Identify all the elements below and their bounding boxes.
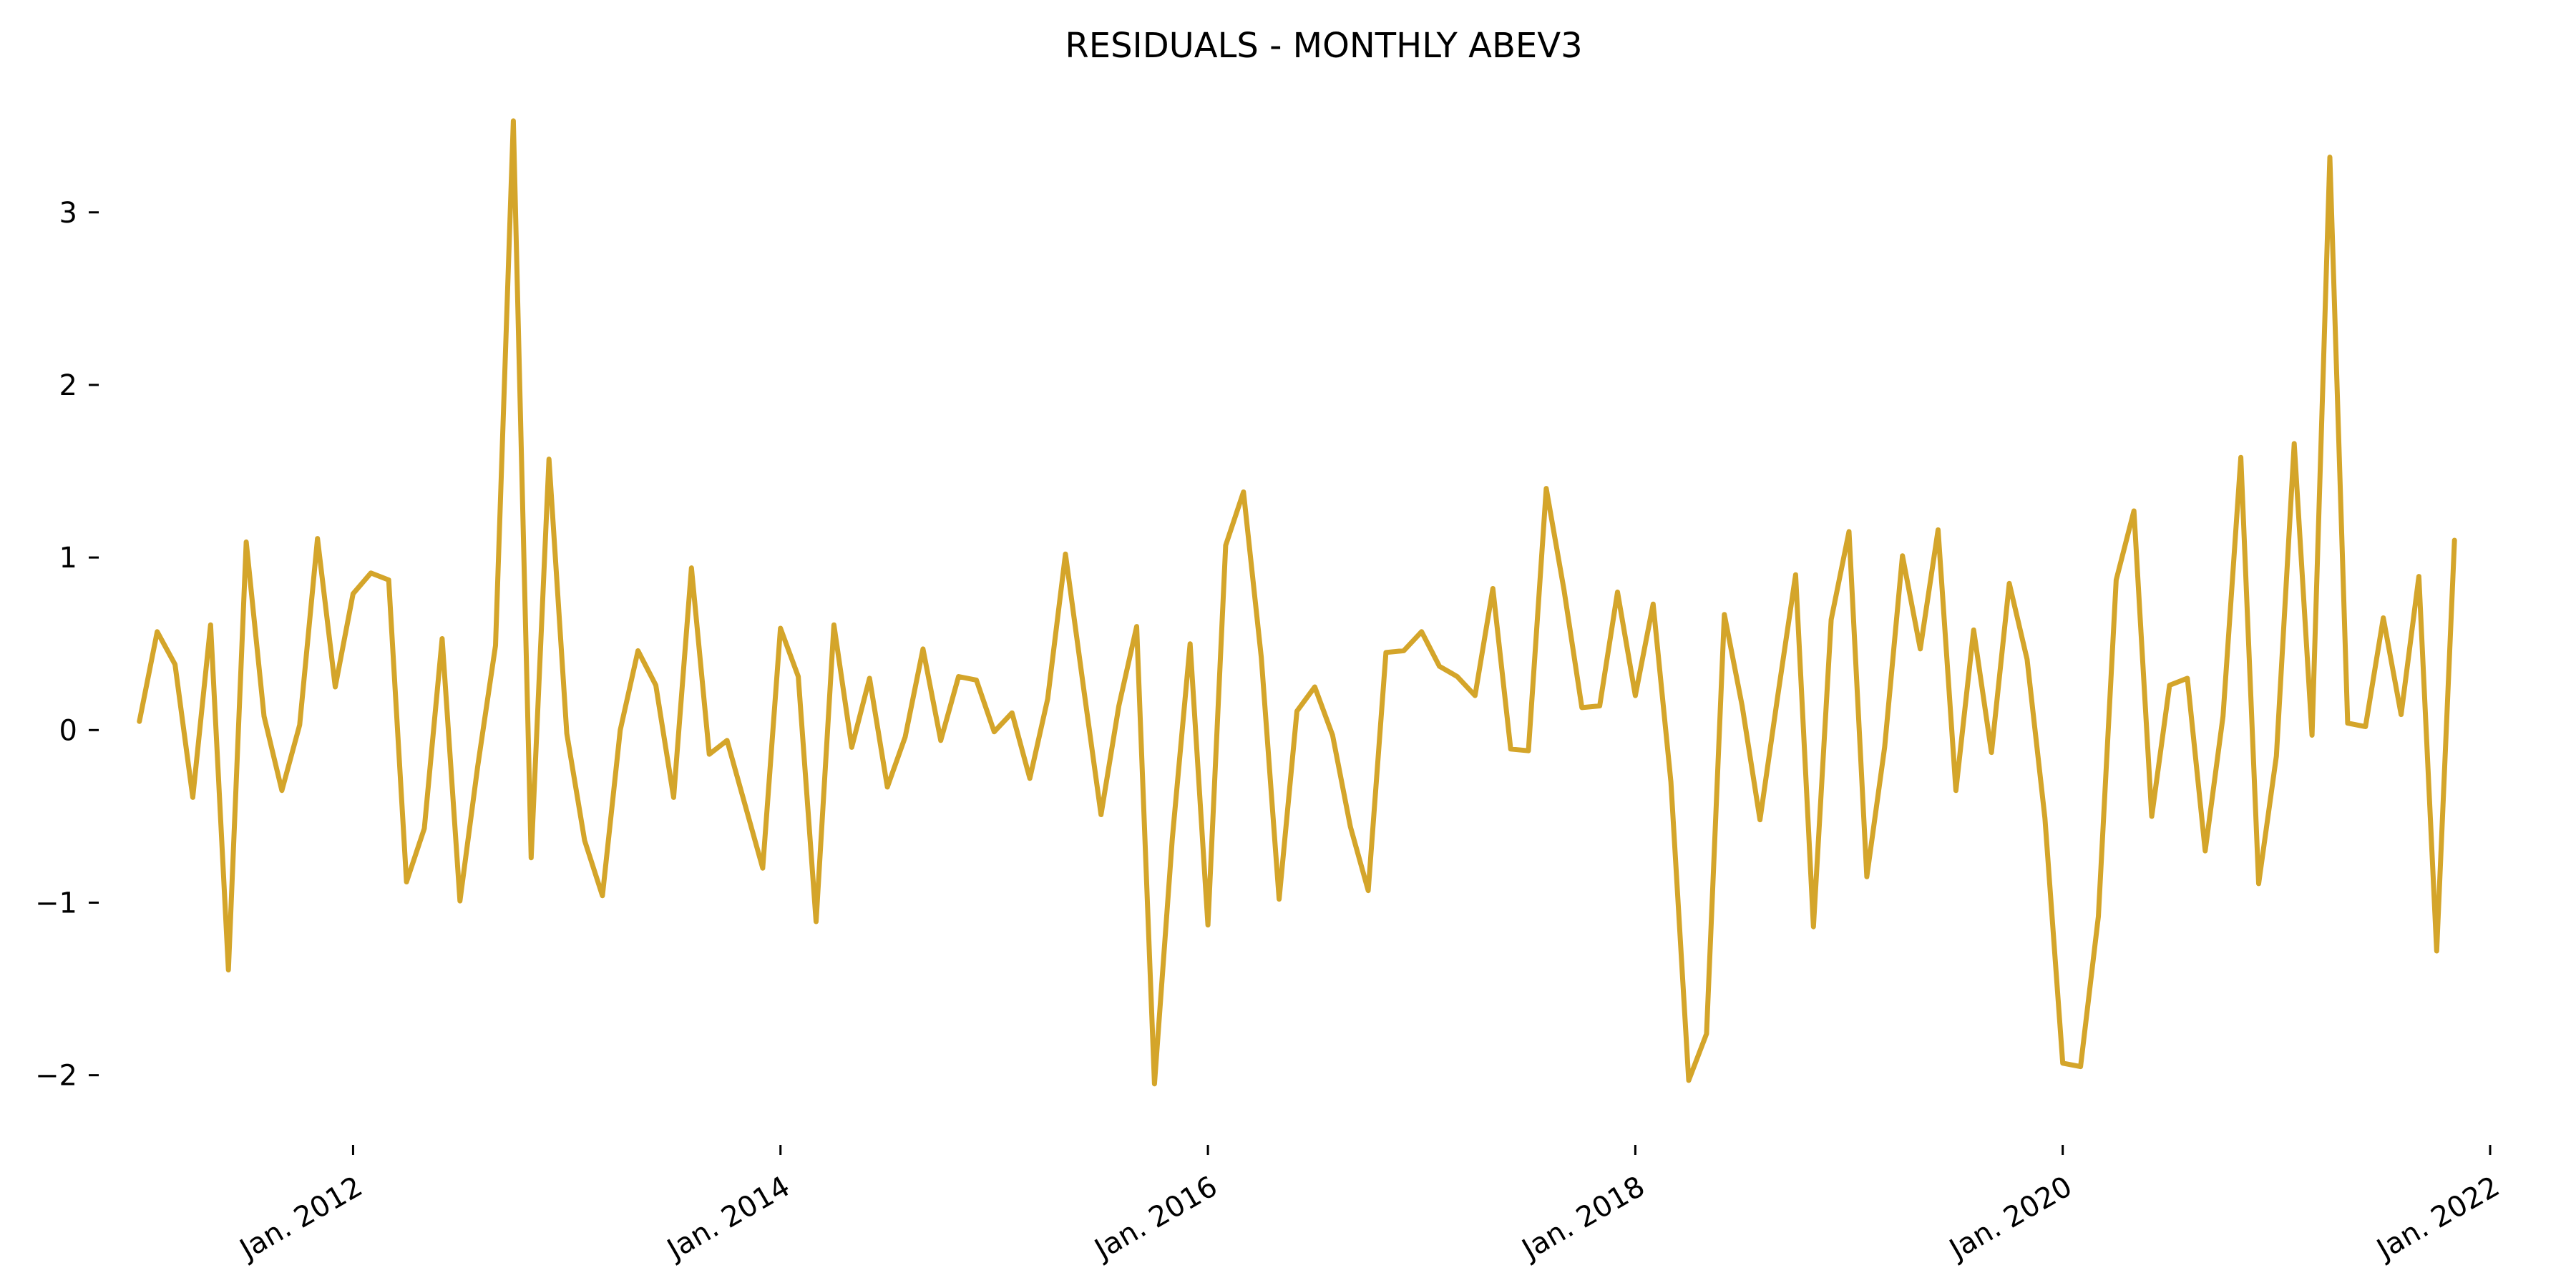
y-tick-label: 3 [59,197,77,230]
y-tick-label: −2 [35,1060,77,1093]
x-tick-label: Jan. 2014 [660,1170,796,1267]
chart-title: RESIDUALS - MONTHLY ABEV3 [1065,26,1582,66]
x-tick-label: Jan. 2016 [1088,1170,1223,1267]
y-tick-label: 0 [59,714,77,747]
x-tick-label: Jan. 2022 [2370,1170,2505,1267]
x-tick-label: Jan. 2012 [233,1170,368,1267]
series-line [137,118,2457,1087]
y-tick-label: 1 [59,542,77,575]
y-tick-label: 2 [59,369,77,402]
plot-area [137,118,2457,1087]
x-tick-label: Jan. 2020 [1943,1170,2078,1267]
y-axis: 3 2 1 0 −1 −2 [35,197,99,1093]
x-axis: Jan. 2012 Jan. 2014 Jan. 2016 Jan. 2018 Jan.… [233,1145,2505,1267]
y-tick-label: −1 [35,887,77,919]
x-tick-label: Jan. 2018 [1515,1170,1650,1267]
